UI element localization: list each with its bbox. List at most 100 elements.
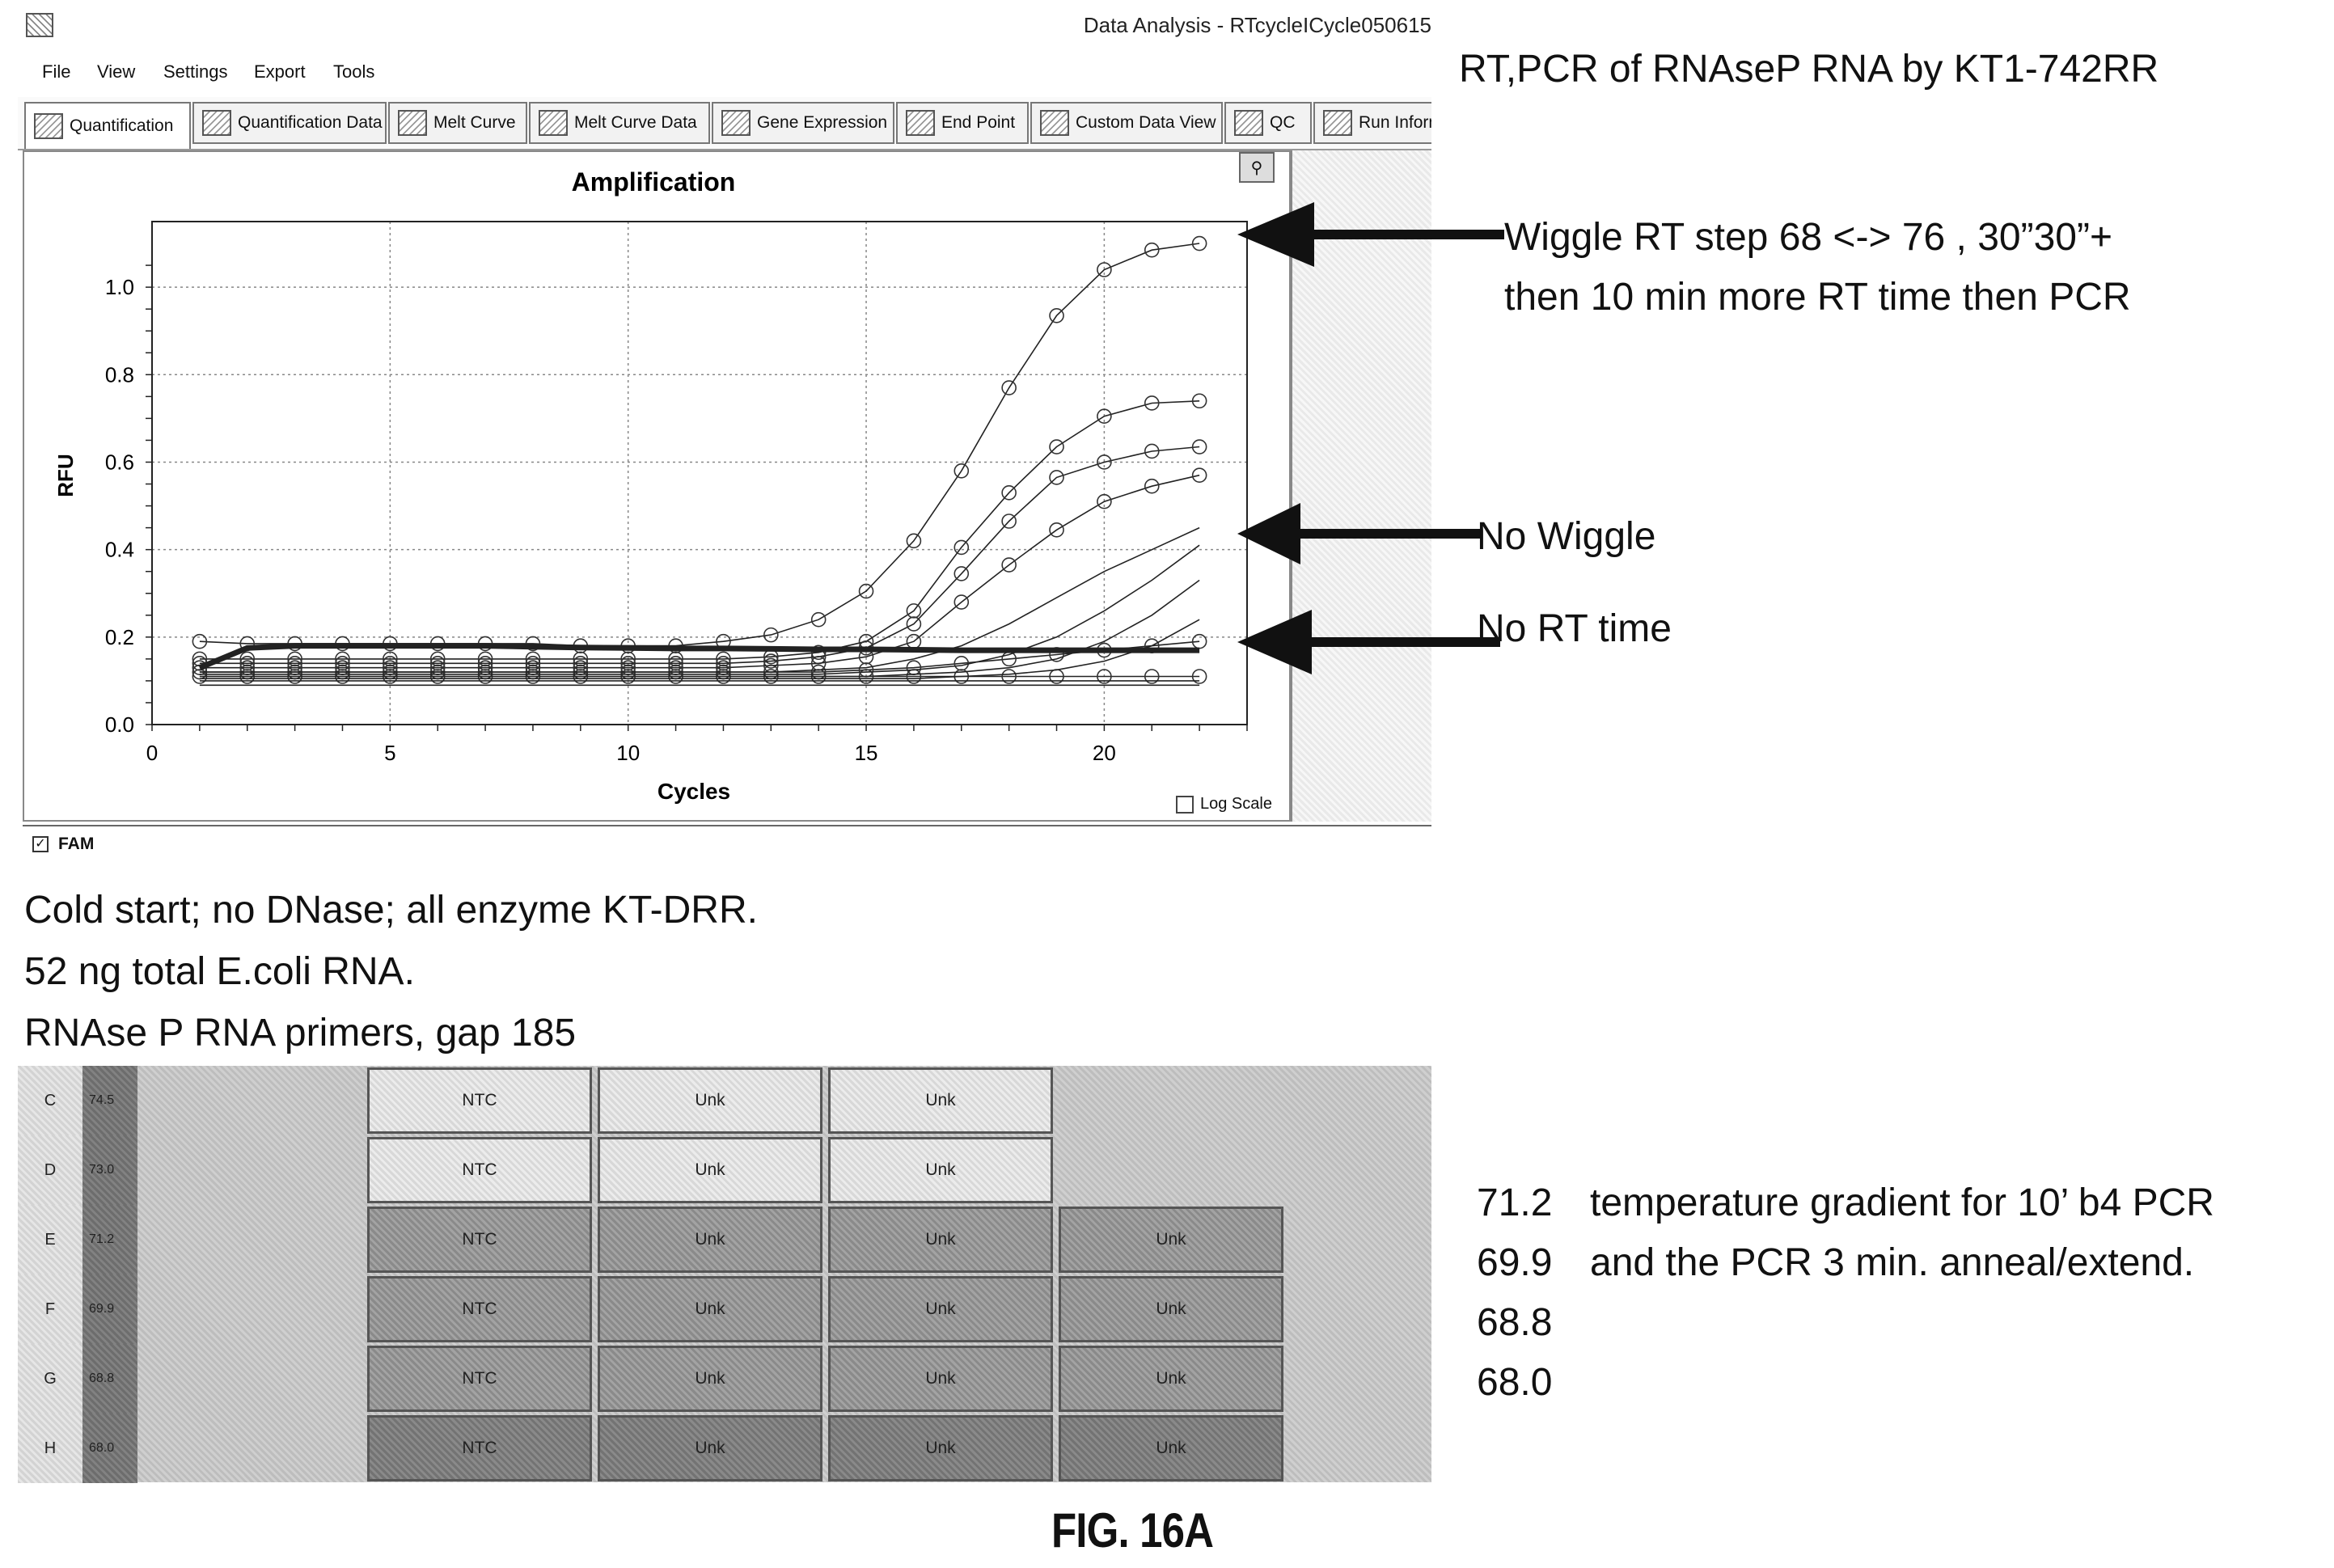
data-point-marker (763, 653, 779, 669)
data-point-marker (763, 627, 779, 643)
amplification-curve (198, 643, 1200, 670)
data-point-marker (1144, 242, 1160, 258)
plate-row-label: H (18, 1414, 82, 1483)
plate-well[interactable]: NTC (367, 1137, 592, 1203)
plate-well[interactable]: Unk (828, 1137, 1053, 1203)
plate-well[interactable]: Unk (598, 1137, 822, 1203)
amplification-curve (199, 400, 1200, 660)
tab-label: Run Informa (1359, 113, 1431, 132)
tab-label: Quantification (70, 116, 174, 135)
data-analysis-window: Data Analysis - RTcycleICycle050615 File… (18, 0, 1431, 869)
wiggle-arrow (1237, 202, 1504, 267)
plate-well[interactable]: NTC (367, 1207, 592, 1273)
menu-tools[interactable]: Tools (333, 61, 375, 82)
y-tick-label: 0.8 (105, 362, 134, 387)
log-scale-checkbox[interactable] (1176, 796, 1194, 814)
plate-well[interactable]: Unk (1059, 1276, 1283, 1342)
tab-gene-expression[interactable]: Gene Expression (712, 102, 894, 144)
end-point-icon (906, 110, 935, 136)
melt-curve-icon (398, 110, 427, 136)
amplification-curve (199, 526, 1200, 673)
data-point-marker (953, 539, 970, 556)
data-point-marker (858, 583, 874, 599)
plate-well[interactable]: Unk (1059, 1346, 1283, 1412)
plate-well[interactable]: Unk (828, 1067, 1053, 1134)
data-point-marker (1144, 443, 1160, 459)
data-point-marker (1191, 467, 1207, 484)
plate-row-temperature: 69.9 (82, 1274, 137, 1344)
title-bar: Data Analysis - RTcycleICycle050615 (18, 0, 1431, 57)
y-axis-title: RFU (53, 454, 78, 497)
plate-row-temperature: 74.5 (82, 1066, 137, 1135)
figure-heading: RT,PCR of RNAseP RNA by KT1-742RR (1459, 48, 2159, 91)
plate-well[interactable]: Unk (598, 1276, 822, 1342)
amplification-chart: Amplification 0.0 0.2 0.4 0.6 0.8 1.0 0 5 10 15 20… (53, 167, 1248, 804)
y-tick-label: 0.4 (105, 538, 134, 562)
data-point-marker (192, 633, 208, 649)
y-tick-label: 0.0 (105, 712, 134, 737)
data-point-marker (1001, 380, 1017, 395)
tab-run-information[interactable]: Run Informa (1313, 102, 1431, 144)
data-table-icon (202, 110, 231, 136)
plate-row-label: C (18, 1066, 82, 1135)
wiggle-note-line1: Wiggle RT step 68 <-> 76 , 30”30”+ (1504, 216, 2112, 259)
plate-well[interactable]: NTC (367, 1415, 592, 1481)
plate-well[interactable]: Unk (598, 1067, 822, 1134)
data-point-marker (1001, 557, 1017, 573)
tab-end-point[interactable]: End Point (896, 102, 1029, 144)
plate-row-temperature: 68.8 (82, 1344, 137, 1414)
data-point-marker (1097, 454, 1112, 470)
app-icon (26, 13, 53, 37)
data-point-marker (1191, 669, 1207, 684)
zoom-button[interactable]: ⚲ (1239, 152, 1275, 183)
x-tick-label: 0 (146, 741, 158, 765)
data-point-marker (906, 616, 922, 632)
data-point-marker (1191, 393, 1207, 409)
magnifier-icon: ⚲ (1250, 158, 1263, 177)
plate-well[interactable]: Unk (828, 1346, 1053, 1412)
data-point-marker (1144, 478, 1160, 494)
fam-label: FAM (58, 835, 95, 853)
tab-label: Quantification Data (238, 113, 383, 132)
amplification-icon (34, 113, 63, 139)
temp-value-1: 71.2 (1477, 1181, 1553, 1224)
plate-well[interactable]: Unk (828, 1207, 1053, 1273)
menu-export[interactable]: Export (254, 61, 306, 82)
tab-quantification[interactable]: Quantification (24, 102, 191, 149)
data-point-marker (1097, 493, 1112, 509)
condition-line-1: Cold start; no DNase; all enzyme KT-DRR. (24, 889, 758, 932)
plate-well[interactable]: Unk (598, 1207, 822, 1273)
plate-well[interactable]: Unk (828, 1276, 1053, 1342)
y-tick-label: 1.0 (105, 275, 134, 299)
tab-qc[interactable]: QC (1224, 102, 1312, 144)
temp-value-4: 68.0 (1477, 1361, 1553, 1404)
plate-well[interactable]: NTC (367, 1346, 592, 1412)
data-point-marker (1191, 439, 1207, 454)
temp-note-2: and the PCR 3 min. anneal/extend. (1590, 1241, 2195, 1284)
amplification-curve (199, 579, 1200, 678)
plate-well[interactable]: Unk (598, 1346, 822, 1412)
menu-file[interactable]: File (42, 61, 71, 82)
temp-value-2: 69.9 (1477, 1241, 1553, 1284)
plate-well[interactable]: Unk (598, 1415, 822, 1481)
condition-line-3: RNAse P RNA primers, gap 185 (24, 1012, 577, 1054)
plate-well[interactable]: Unk (828, 1415, 1053, 1481)
x-tick-label: 10 (616, 741, 640, 765)
plate-well[interactable]: Unk (1059, 1207, 1283, 1273)
fam-checkbox[interactable]: ✓ (32, 836, 49, 852)
tab-melt-curve[interactable]: Melt Curve (388, 102, 527, 144)
tab-quantification-data[interactable]: Quantification Data (192, 102, 387, 144)
plate-well[interactable]: NTC (367, 1276, 592, 1342)
amplification-chart-panel: Amplification 0.0 0.2 0.4 0.6 0.8 1.0 0 5 10 15 20… (23, 150, 1291, 822)
tab-melt-curve-data[interactable]: Melt Curve Data (529, 102, 710, 144)
x-tick-label: 20 (1093, 741, 1116, 765)
annotation-arrows (1237, 202, 1504, 674)
plate-well[interactable]: NTC (367, 1067, 592, 1134)
fluorophore-bar: ✓ FAM (23, 825, 1431, 867)
plate-well[interactable]: Unk (1059, 1415, 1283, 1481)
menu-view[interactable]: View (97, 61, 136, 82)
data-point-marker (1191, 633, 1207, 649)
data-point-marker (1001, 514, 1017, 529)
tab-custom-data-view[interactable]: Custom Data View (1030, 102, 1223, 144)
menu-settings[interactable]: Settings (163, 61, 228, 82)
